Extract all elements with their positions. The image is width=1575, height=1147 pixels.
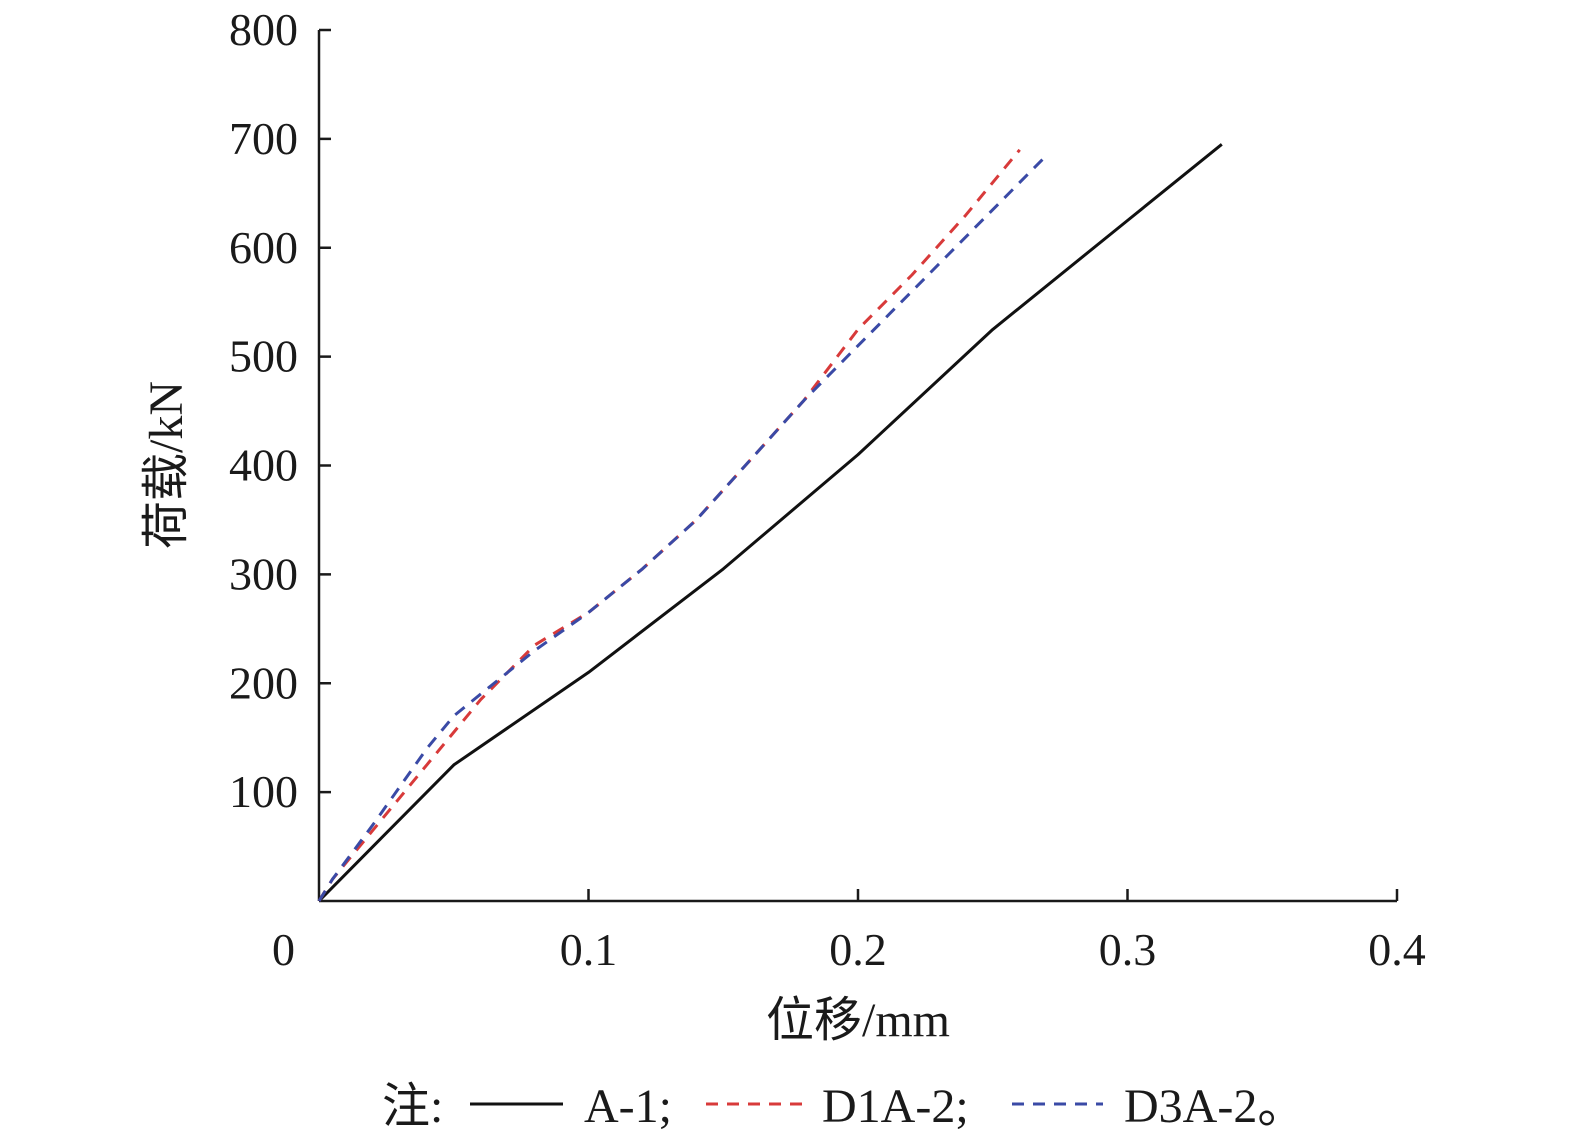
y-axis-title: 荷载/kN: [140, 381, 193, 549]
legend-prefix: 注:: [382, 1080, 443, 1133]
y-tick-label: 600: [229, 222, 298, 273]
legend-label-d3a-2: D3A-2。: [1124, 1080, 1305, 1133]
x-tick-label: 0.3: [1099, 924, 1157, 975]
y-tick-label: 300: [229, 548, 298, 599]
axes: 0 0.1 0.2 0.3 0.4 100 200 300 400 500 600 700 800: [229, 4, 1426, 975]
plot-series: [317, 143, 1223, 903]
series-line-a-1: [317, 143, 1223, 903]
x-tick-label: 0.4: [1368, 924, 1426, 975]
y-tick-label: 100: [229, 766, 298, 817]
legend-label-d1a-2: D1A-2;: [822, 1080, 969, 1133]
y-tick-label: 500: [229, 331, 298, 382]
y-tick-label: 200: [229, 657, 298, 708]
y-tick-label: 800: [229, 4, 298, 55]
x-axis-title: 位移/mm: [766, 994, 950, 1047]
y-tick-label: 400: [229, 440, 298, 491]
series-line-d1a-2: [317, 148, 1021, 902]
x-tick-label: 0: [272, 924, 295, 975]
legend-label-a-1: A-1;: [584, 1080, 672, 1133]
legend: 注: A-1; D1A-2; D3A-2。: [382, 1080, 1305, 1133]
y-tick-label: 700: [229, 113, 298, 164]
x-tick-label: 0.1: [560, 924, 618, 975]
x-tick-label: 0.2: [829, 924, 887, 975]
